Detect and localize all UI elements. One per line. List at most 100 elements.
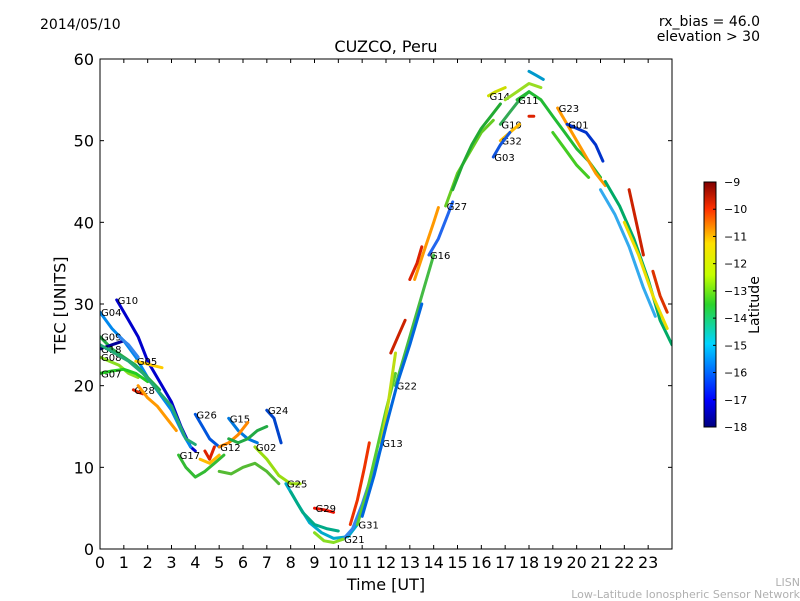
rx-bias-label: rx_bias = 46.0 bbox=[658, 14, 760, 30]
series-line-44 bbox=[313, 531, 345, 544]
satellite-label-g22: G22 bbox=[397, 382, 417, 393]
colorbar-tick-label: −15 bbox=[724, 339, 747, 352]
series-line-g01 bbox=[565, 122, 605, 163]
x-tick-label: 23 bbox=[638, 553, 658, 572]
series-line-g23 bbox=[556, 106, 607, 188]
satellite-label-g09: G09 bbox=[101, 333, 121, 344]
series-line-g27 bbox=[444, 118, 495, 208]
axes: 0 1 2 3 4 5 6 7 8 9 10 11 12 13 14 15 16 17 18 19 20 21 22 2301… bbox=[74, 50, 673, 572]
y-tick-label: 30 bbox=[74, 295, 94, 314]
series-line-41 bbox=[389, 318, 407, 355]
series-line-52 bbox=[117, 335, 140, 359]
x-tick-label: 18 bbox=[519, 553, 539, 572]
series-line-47 bbox=[227, 425, 269, 445]
series-line-g08 bbox=[100, 355, 140, 379]
y-tick-label: 50 bbox=[74, 132, 94, 151]
satellite-label-g17: G17 bbox=[180, 451, 200, 462]
colorbar-tick-label: −12 bbox=[724, 258, 747, 271]
series-line-g03 bbox=[491, 131, 512, 159]
series-line-g16 bbox=[427, 200, 455, 257]
series-line-g24 bbox=[265, 408, 283, 445]
x-axis-label: Time [UT] bbox=[346, 575, 426, 594]
satellite-label-g13: G13 bbox=[382, 439, 402, 450]
series-line-g14 bbox=[487, 86, 507, 98]
satellite-label-g24: G24 bbox=[268, 406, 288, 417]
x-tick-label: 8 bbox=[286, 553, 296, 572]
y-tick-label: 20 bbox=[74, 377, 94, 396]
series-line-39 bbox=[413, 206, 440, 281]
series-line-33 bbox=[651, 269, 669, 314]
x-tick-label: 11 bbox=[352, 553, 372, 572]
x-tick-label: 3 bbox=[166, 553, 176, 572]
x-tick-label: 0 bbox=[95, 553, 105, 572]
chart-title: CUZCO, Peru bbox=[334, 37, 438, 56]
colorbar: −9 −10 −11 −12 −13 −14 −15 −16 −17 −18 bbox=[703, 176, 747, 434]
series-line-31 bbox=[622, 220, 669, 330]
colorbar-tick-label: −9 bbox=[724, 176, 740, 189]
series-line-30 bbox=[599, 188, 657, 318]
satellite-label-g28: G28 bbox=[134, 386, 154, 397]
satellite-label-g04: G04 bbox=[101, 308, 121, 319]
x-tick-label: 21 bbox=[590, 553, 610, 572]
satellite-label-g31: G31 bbox=[358, 521, 378, 532]
satellite-label-g15: G15 bbox=[230, 414, 250, 425]
series-line-49 bbox=[203, 445, 216, 461]
satellite-label-g32: G32 bbox=[501, 137, 521, 148]
plot-area: G10G04G09G18G08G07G05G28G26G17G15G12G24G… bbox=[100, 69, 672, 546]
satellite-label-g27: G27 bbox=[447, 202, 467, 213]
series-line-51 bbox=[100, 343, 197, 446]
series-line-g26 bbox=[193, 412, 221, 449]
satellite-label-g14: G14 bbox=[489, 92, 509, 103]
colorbar-tick-label: −18 bbox=[724, 421, 747, 434]
series-line-g02 bbox=[253, 445, 302, 486]
x-tick-label: 7 bbox=[262, 553, 272, 572]
series-line-50 bbox=[136, 384, 178, 433]
x-tick-label: 1 bbox=[119, 553, 129, 572]
series-line-g07 bbox=[100, 367, 150, 384]
x-tick-label: 2 bbox=[143, 553, 153, 572]
series-line-36 bbox=[503, 82, 543, 102]
date-label: 2014/05/10 bbox=[40, 17, 121, 33]
x-tick-label: 15 bbox=[447, 553, 467, 572]
x-tick-label: 16 bbox=[471, 553, 491, 572]
x-tick-label: 10 bbox=[328, 553, 348, 572]
series-line-g28 bbox=[131, 388, 145, 396]
satellite-label-g05: G05 bbox=[137, 357, 157, 368]
series-line-g15 bbox=[227, 416, 259, 445]
satellite-label-g19: G19 bbox=[501, 120, 521, 131]
satellite-label-g02: G02 bbox=[256, 443, 276, 454]
elevation-label: elevation > 30 bbox=[656, 29, 760, 45]
series-line-38 bbox=[451, 102, 502, 192]
satellite-label-g16: G16 bbox=[430, 251, 450, 262]
satellite-label-g12: G12 bbox=[220, 443, 240, 454]
series-line-32 bbox=[627, 188, 645, 257]
series-line-48 bbox=[198, 453, 221, 465]
colorbar-tick-label: −17 bbox=[724, 394, 747, 407]
x-tick-label: 4 bbox=[190, 553, 200, 572]
y-tick-label: 60 bbox=[74, 50, 94, 69]
credit-long: Low-Latitude Ionospheric Sensor Network bbox=[571, 588, 800, 601]
colorbar-tick-label: −14 bbox=[724, 312, 747, 325]
series-line-g17 bbox=[177, 453, 226, 479]
x-tick-label: 12 bbox=[376, 553, 396, 572]
satellite-label-g07: G07 bbox=[101, 369, 121, 380]
series-line-40 bbox=[408, 245, 424, 281]
x-tick-label: 14 bbox=[423, 553, 443, 572]
series-line-45 bbox=[289, 490, 340, 533]
x-tick-label: 13 bbox=[400, 553, 420, 572]
x-tick-label: 9 bbox=[309, 553, 319, 572]
series-line-35 bbox=[527, 69, 545, 81]
colorbar-tick-label: −13 bbox=[724, 285, 747, 298]
colorbar-tick-label: −16 bbox=[724, 367, 747, 380]
satellite-label-g21: G21 bbox=[344, 535, 364, 546]
satellite-label-g08: G08 bbox=[101, 353, 121, 364]
credit-short: LISN bbox=[775, 576, 800, 589]
satellite-label-g26: G26 bbox=[196, 410, 216, 421]
satellite-label-g01: G01 bbox=[568, 120, 588, 131]
colorbar-tick-label: −10 bbox=[724, 203, 747, 216]
y-tick-label: 40 bbox=[74, 213, 94, 232]
x-tick-label: 20 bbox=[566, 553, 586, 572]
series-line-42 bbox=[348, 441, 371, 526]
series-line-g12 bbox=[217, 420, 250, 449]
